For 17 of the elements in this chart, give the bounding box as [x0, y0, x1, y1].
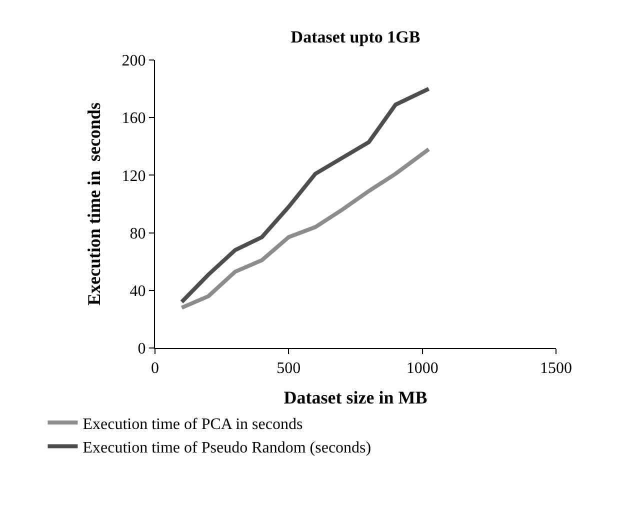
legend-label: Execution time of PCA in seconds [82, 416, 303, 433]
x-tick-label: 0 [151, 360, 159, 378]
x-axis-title: Dataset size in MB [284, 387, 428, 408]
line-series [180, 147, 431, 310]
legend-label: Execution time of Pseudo Random (seconds) [82, 440, 372, 457]
y-tick-label: 0 [138, 340, 146, 358]
y-tick-label: 40 [130, 283, 146, 300]
x-tick-label: 500 [276, 360, 301, 378]
y-tick-label: 120 [122, 168, 146, 185]
y-tick-label: 160 [122, 110, 146, 128]
line-series [180, 86, 431, 304]
x-tick-label: 1000 [406, 360, 438, 378]
y-tick-label: 200 [122, 52, 146, 70]
y-axis-title: Execution time in seconds [84, 102, 104, 306]
chart-title: Dataset upto 1GB [290, 28, 420, 47]
y-tick-label: 80 [130, 225, 146, 242]
x-tick-label: 1500 [540, 360, 572, 378]
